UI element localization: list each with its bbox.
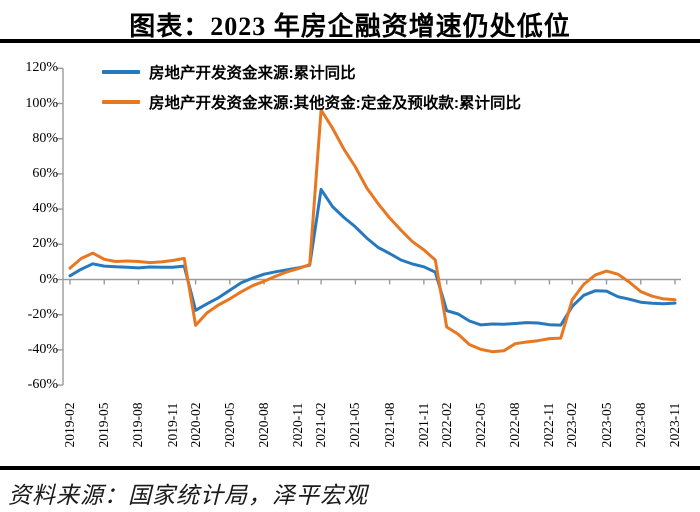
chart-legend: 房地产开发资金来源:累计同比 房地产开发资金来源:其他资金:定金及预收款:累计同… <box>102 61 521 112</box>
series-line-1 <box>68 108 677 354</box>
series-line-0 <box>68 187 677 327</box>
legend-item-deposits-presales: 房地产开发资金来源:其他资金:定金及预收款:累计同比 <box>102 91 521 112</box>
legend-swatch-orange <box>102 99 140 104</box>
legend-item-total-funds: 房地产开发资金来源:累计同比 <box>102 61 521 82</box>
top-divider <box>0 39 700 43</box>
legend-label-total-funds: 房地产开发资金来源:累计同比 <box>149 64 356 82</box>
legend-label-deposits-presales: 房地产开发资金来源:其他资金:定金及预收款:累计同比 <box>149 94 521 112</box>
bottom-divider <box>0 466 700 470</box>
legend-swatch-blue <box>102 69 140 74</box>
chart-title: 图表：2023 年房企融资增速仍处低位 <box>129 12 571 41</box>
data-source-note: 资料来源：国家统计局，泽平宏观 <box>8 483 368 508</box>
